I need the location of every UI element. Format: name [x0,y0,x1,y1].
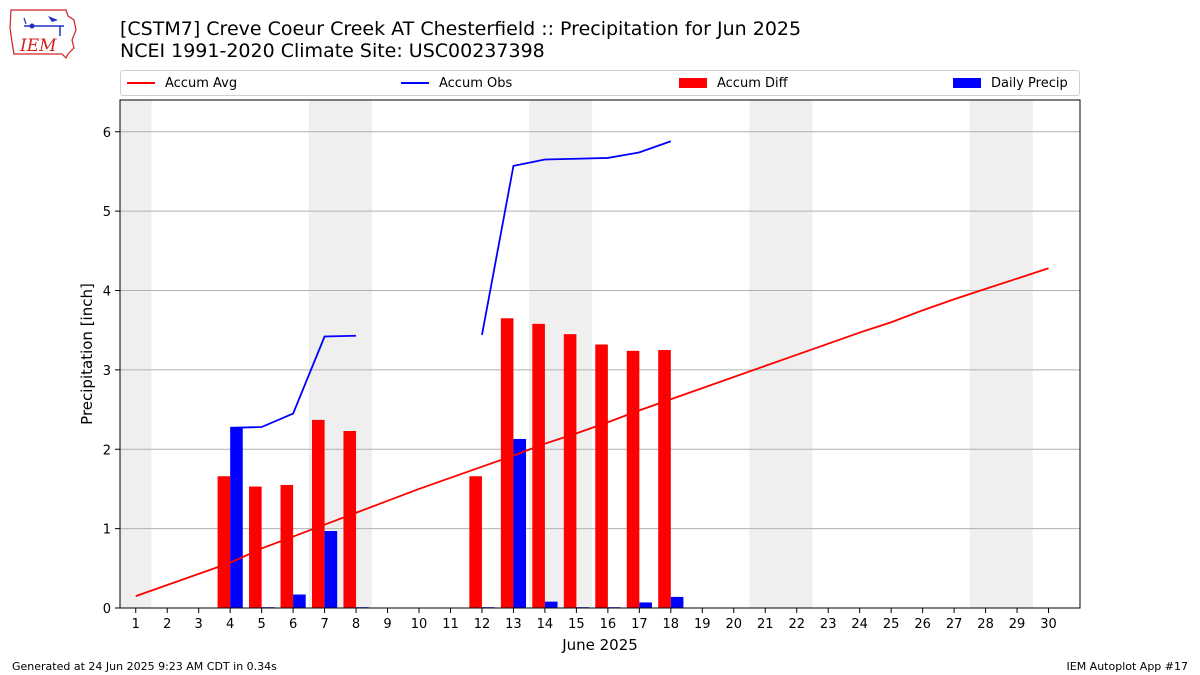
x-tick-label: 1 [132,617,140,632]
accum-diff-bar [217,476,231,608]
legend-label-daily-precip: Daily Precip [991,75,1068,91]
daily-precip-bar [513,438,527,608]
weekend-band [120,100,152,608]
daily-precip-bar [324,531,338,608]
accum-diff-bar [563,334,577,608]
y-tick-label: 3 [103,364,111,379]
accum-diff-bar [626,350,640,608]
chart-legend: Accum Avg Accum Obs Accum Diff Daily Pre… [120,70,1080,96]
x-tick-label: 29 [1009,617,1026,632]
accum-obs-line [481,140,672,336]
iem-logo: IEM [8,6,80,60]
weekend-band [969,100,1033,608]
footer-app-id: IEM Autoplot App #17 [1066,660,1189,673]
x-tick-label: 24 [851,617,868,632]
legend-item-accum-obs: Accum Obs [401,71,512,95]
daily-precip-bar [230,427,243,608]
daily-precip-bar [293,594,306,608]
line-series [135,140,1049,597]
x-tick-label: 20 [725,617,742,632]
weekend-band [749,100,813,608]
x-tick-label: 19 [694,617,711,632]
x-tick-label: 25 [883,617,900,632]
x-tick-label: 6 [289,617,297,632]
legend-label-accum-diff: Accum Diff [717,75,788,91]
daily-precip-bar [639,602,652,608]
accum-diff-bar [532,323,545,608]
x-tick-label: 4 [226,617,234,632]
y-tick-label: 0 [103,602,111,617]
legend-swatch-accum-diff [679,78,707,88]
x-tick-label: 15 [568,617,585,632]
accum-diff-bar [469,476,482,608]
footer-generated: Generated at 24 Jun 2025 9:23 AM CDT in … [12,660,277,673]
legend-item-accum-avg: Accum Avg [127,71,237,95]
y-tick-label: 5 [103,205,111,220]
accum-diff-bar [312,419,325,608]
legend-item-accum-diff: Accum Diff [679,71,788,95]
accum-diff-bar [500,318,514,608]
legend-swatch-accum-obs [401,82,429,84]
x-tick-label: 28 [977,617,994,632]
x-tick-label: 12 [474,617,491,632]
accum-diff-bar [595,344,608,608]
x-tick-label: 16 [600,617,617,632]
y-tick-label: 2 [103,443,111,458]
x-tick-label: 17 [631,617,648,632]
legend-item-daily-precip: Daily Precip [953,71,1068,95]
daily-precip-bar [670,596,684,608]
y-tick-label: 6 [103,126,111,141]
legend-label-accum-obs: Accum Obs [439,75,513,91]
daily-precip-bar [544,601,558,608]
y-tick-label: 4 [103,285,111,300]
accum-avg-line [135,267,1049,597]
accum-diff-bar [343,430,357,608]
x-tick-label: 23 [820,617,837,632]
x-tick-label: 9 [383,617,391,632]
legend-swatch-accum-avg [127,82,155,84]
x-tick-label: 8 [352,617,360,632]
x-tick-label: 13 [505,617,522,632]
y-tick-label: 1 [103,523,111,538]
legend-swatch-daily-precip [953,78,981,88]
chart-subtitle: NCEI 1991-2020 Climate Site: USC00237398 [120,40,545,62]
x-tick-label: 3 [195,617,203,632]
x-tick-label: 22 [788,617,805,632]
plot-frame [119,99,1081,609]
accum-obs-line [230,334,357,429]
x-tick-label: 14 [537,617,554,632]
x-tick-label: 10 [411,617,428,632]
x-tick-label: 7 [320,617,328,632]
accum-diff-bar [658,350,671,608]
accum-diff-bar [280,484,294,608]
x-tick-label: 5 [257,617,265,632]
x-tick-label: 30 [1040,617,1057,632]
x-tick-label: 2 [163,617,171,632]
iem-logo-text: IEM [19,36,57,56]
legend-label-accum-avg: Accum Avg [165,75,238,91]
x-tick-label: 26 [914,617,931,632]
accum-diff-bar [249,486,262,608]
x-axis-label: June 2025 [561,636,638,654]
x-tick-label: 11 [442,617,459,632]
bar-series [217,318,684,609]
y-axis-label: Precipitation [inch] [78,283,96,425]
x-tick-label: 18 [663,617,680,632]
x-tick-label: 21 [757,617,774,632]
chart-title: [CSTM7] Creve Coeur Creek AT Chesterfiel… [120,18,802,40]
x-tick-label: 27 [946,617,963,632]
